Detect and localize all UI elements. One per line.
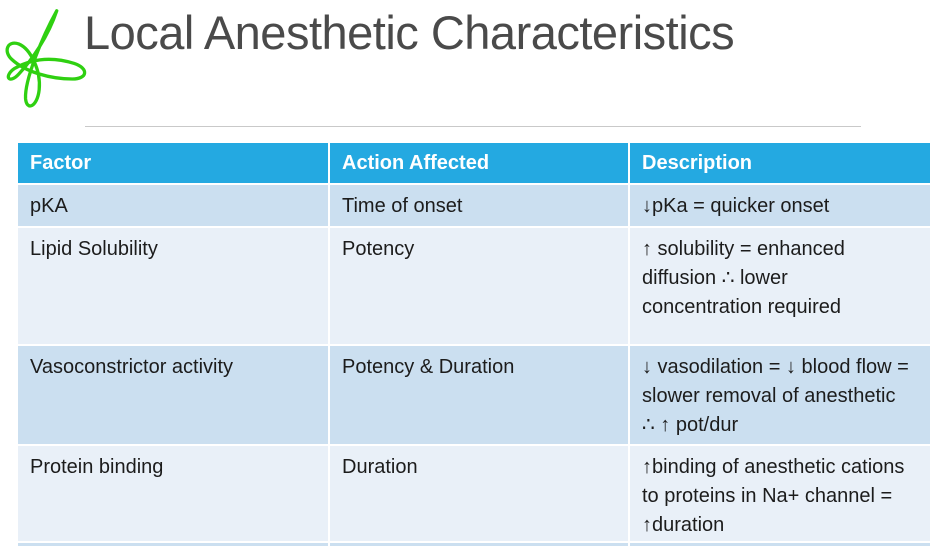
column-header-description: Description (630, 143, 930, 183)
row2-factor: Lipid Solubility (18, 228, 328, 344)
slide-title: Local Anesthetic Characteristics (84, 6, 735, 59)
row2-description: ↑ solubility = enhanced diffusion ∴ lowe… (630, 228, 930, 344)
row4-action: Duration (330, 446, 628, 541)
row4-factor: Protein binding (18, 446, 328, 541)
row1-description: ↓pKa = quicker onset (630, 185, 930, 226)
row2-action: Potency (330, 228, 628, 344)
title-divider (85, 126, 861, 127)
row3-action: Potency & Duration (330, 346, 628, 444)
column-header-action-affected: Action Affected (330, 143, 628, 183)
row3-factor: Vasoconstrictor activity (18, 346, 328, 444)
column-header-factor: Factor (18, 143, 328, 183)
row5-partial-description (630, 543, 930, 546)
scribble-star-logo (5, 9, 87, 108)
characteristics-table: Factor Action Affected Description pKA T… (18, 143, 930, 546)
row3-description: ↓ vasodilation = ↓ blood flow = slower r… (630, 346, 930, 444)
row5-partial-factor (18, 543, 328, 546)
row5-partial-action (330, 543, 628, 546)
row1-factor: pKA (18, 185, 328, 226)
row4-description: ↑binding of anesthetic cations to protei… (630, 446, 930, 541)
row1-action: Time of onset (330, 185, 628, 226)
